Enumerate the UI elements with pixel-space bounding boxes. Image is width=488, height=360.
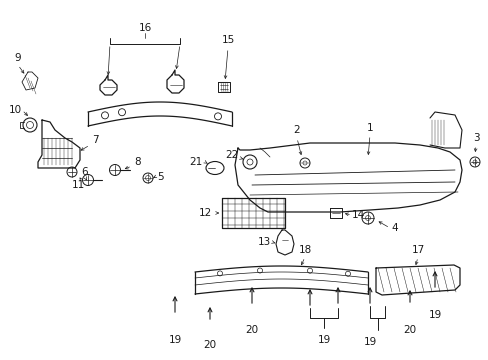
Text: 11: 11 <box>71 180 84 190</box>
Text: 16: 16 <box>138 23 151 33</box>
Text: 17: 17 <box>410 245 424 255</box>
Text: 15: 15 <box>221 35 234 45</box>
Text: 20: 20 <box>403 325 416 335</box>
Text: 4: 4 <box>391 223 398 233</box>
Text: 18: 18 <box>298 245 311 255</box>
Text: 7: 7 <box>92 135 98 145</box>
Text: 19: 19 <box>168 335 181 345</box>
Text: 20: 20 <box>245 325 258 335</box>
Text: 13: 13 <box>257 237 270 247</box>
Text: 3: 3 <box>472 133 478 143</box>
Text: 12: 12 <box>198 208 211 218</box>
Text: 8: 8 <box>134 157 141 167</box>
Text: 14: 14 <box>351 210 364 220</box>
Text: 22: 22 <box>225 150 238 160</box>
Text: 19: 19 <box>427 310 441 320</box>
Text: 9: 9 <box>15 53 21 63</box>
Text: 5: 5 <box>156 172 163 182</box>
Text: 1: 1 <box>366 123 372 133</box>
Text: 19: 19 <box>363 337 376 347</box>
Text: 21: 21 <box>189 157 202 167</box>
Text: 2: 2 <box>293 125 300 135</box>
Text: 6: 6 <box>81 167 88 177</box>
Text: 19: 19 <box>317 335 330 345</box>
Text: 20: 20 <box>203 340 216 350</box>
Text: 10: 10 <box>8 105 21 115</box>
